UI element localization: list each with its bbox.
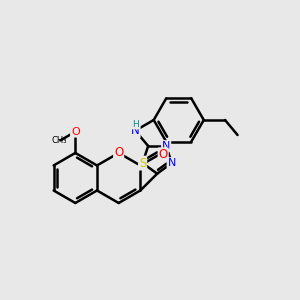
- Text: O: O: [159, 148, 168, 161]
- Text: N: N: [167, 158, 176, 168]
- Text: CH₃: CH₃: [51, 136, 67, 145]
- Text: N: N: [131, 124, 140, 137]
- Text: S: S: [139, 157, 146, 169]
- Text: O: O: [71, 127, 80, 137]
- Text: H: H: [132, 120, 139, 129]
- Text: O: O: [114, 146, 123, 159]
- Text: N: N: [162, 141, 170, 151]
